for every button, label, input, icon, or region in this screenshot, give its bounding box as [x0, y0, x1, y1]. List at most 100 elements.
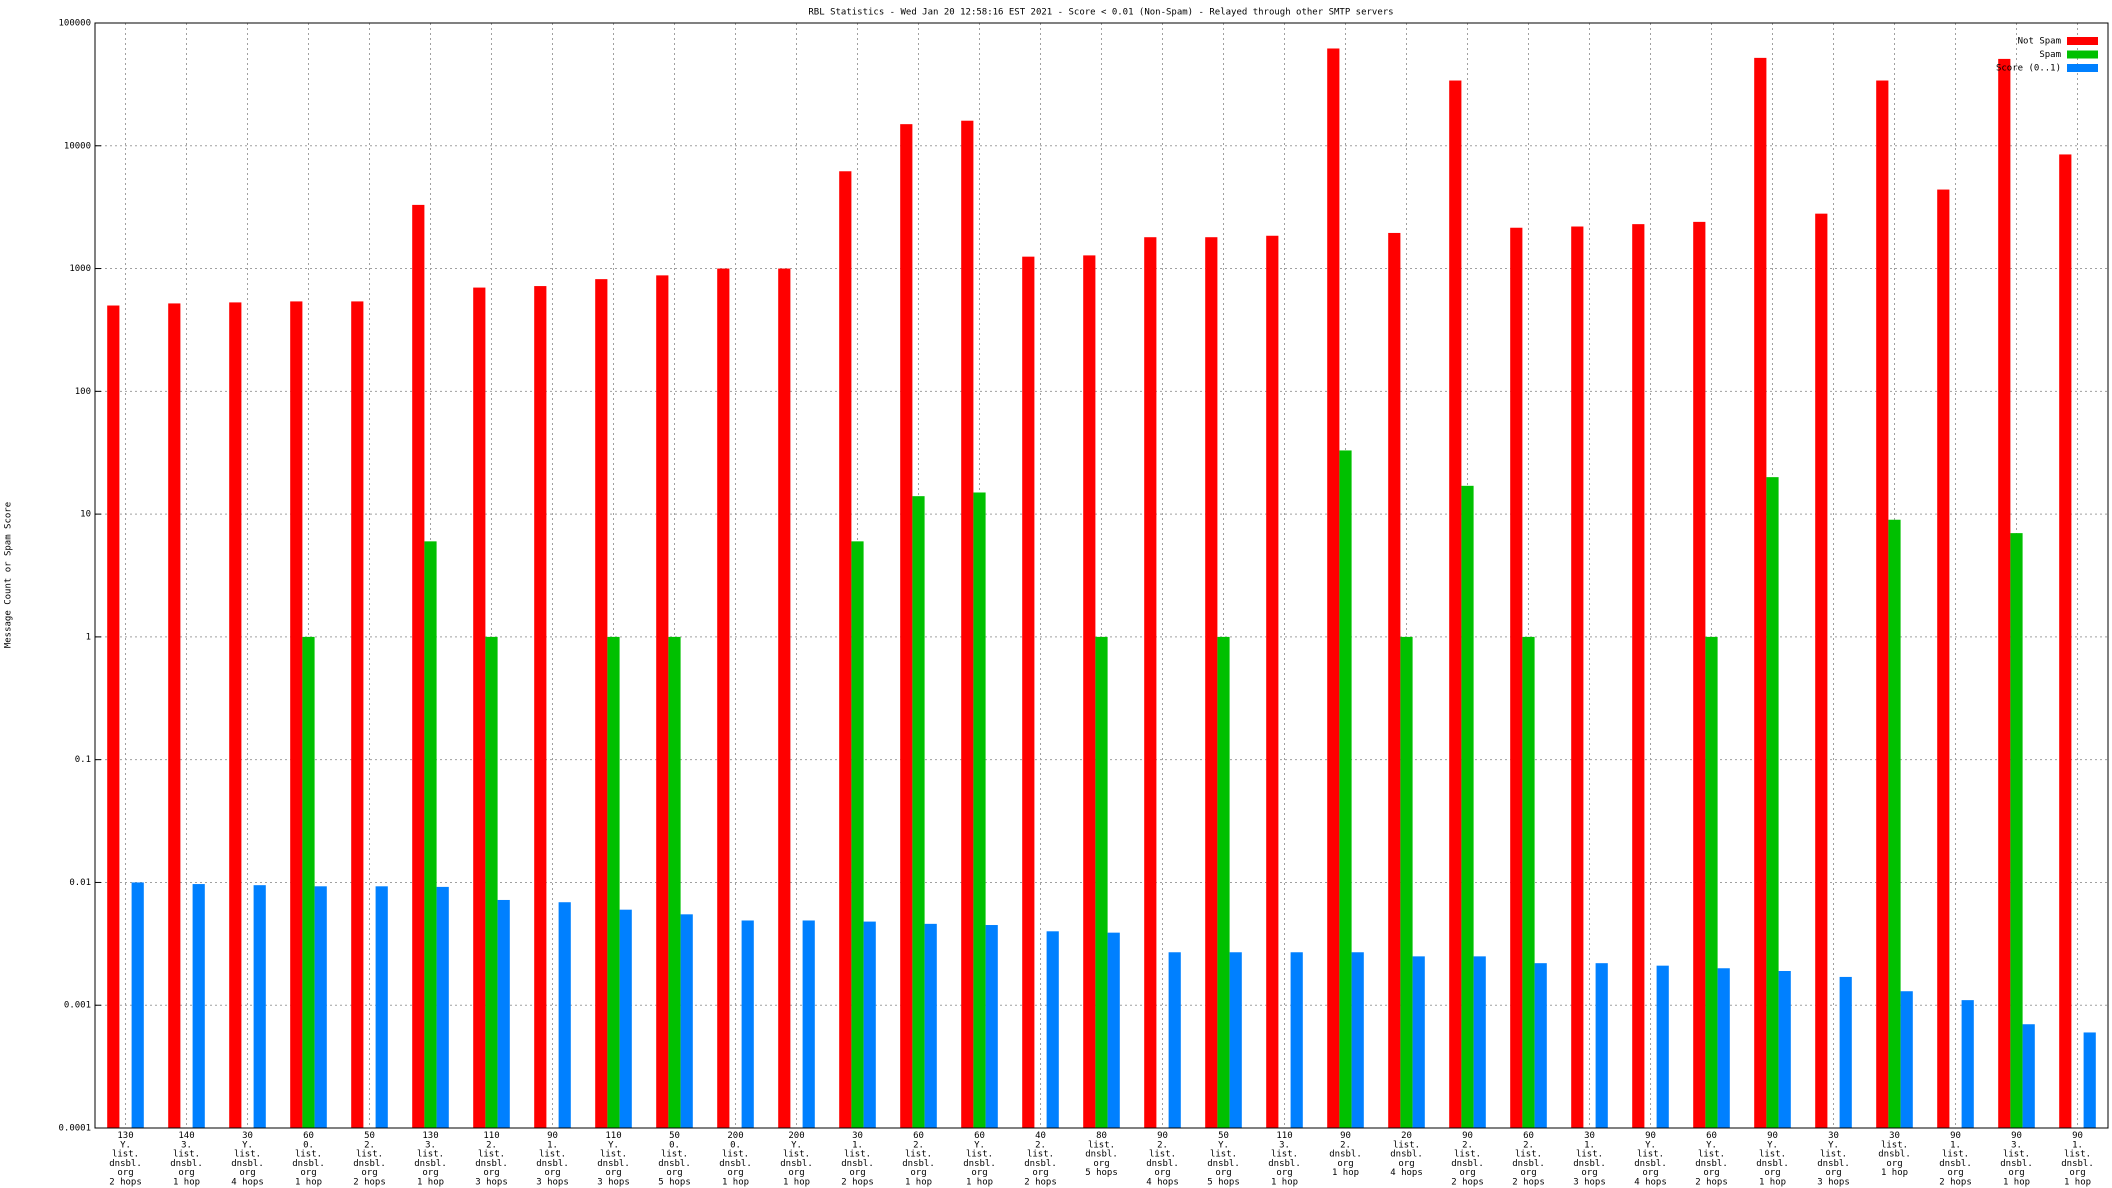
- bar: [802, 920, 815, 1128]
- bar: [1766, 477, 1779, 1128]
- y-tick-label: 100000: [58, 19, 91, 29]
- x-tick-label: 30 Y. list. dnsbl. org 4 hops: [231, 1131, 264, 1188]
- bar: [1656, 965, 1669, 1128]
- x-tick-label: 40 2. list. dnsbl. org 2 hops: [1024, 1131, 1057, 1188]
- bar: [1205, 237, 1218, 1129]
- bar: [1095, 636, 1108, 1128]
- bar: [2083, 1032, 2096, 1128]
- bar: [680, 914, 693, 1128]
- x-tick-label: 110 Y. list. dnsbl. org 3 hops: [597, 1131, 630, 1188]
- x-tick-label: 90 1. list. dnsbl. org 1 hop: [2061, 1131, 2094, 1188]
- x-tick-label: 60 2. list. dnsbl. org 1 hop: [902, 1131, 935, 1188]
- legend-swatch: [2067, 37, 2098, 45]
- x-tick-label: 50 0. list. dnsbl. org 5 hops: [658, 1131, 691, 1188]
- y-tick-label: 10000: [64, 141, 91, 151]
- bar: [534, 286, 547, 1128]
- x-tick-label: 30 list. dnsbl. org 1 hop: [1878, 1131, 1911, 1178]
- bar: [1839, 976, 1852, 1128]
- bar: [717, 268, 730, 1128]
- bar: [656, 275, 669, 1129]
- bar: [607, 636, 620, 1128]
- x-tick-label: 90 2. list. dnsbl. org 2 hops: [1451, 1131, 1484, 1188]
- x-tick-label: 30 Y. list. dnsbl. org 3 hops: [1817, 1131, 1850, 1188]
- bar: [741, 920, 754, 1128]
- y-tick-label: 0.001: [64, 1001, 91, 1011]
- bar: [1229, 952, 1242, 1128]
- x-tick-label: 50 2. list. dnsbl. org 2 hops: [353, 1131, 386, 1188]
- x-tick-label: 60 2. list. dnsbl. org 2 hops: [1512, 1131, 1545, 1188]
- x-tick-label: 110 2. list. dnsbl. org 3 hops: [475, 1131, 508, 1188]
- bar: [1351, 952, 1364, 1128]
- bar: [1461, 485, 1474, 1128]
- y-tick-label: 0.0001: [58, 1124, 91, 1134]
- bar: [985, 925, 998, 1128]
- bar: [1473, 956, 1486, 1128]
- y-tick-label: 1000: [69, 264, 91, 274]
- bar: [924, 923, 937, 1128]
- bar: [229, 302, 242, 1129]
- x-tick-label: 200 0. list. dnsbl. org 1 hop: [719, 1131, 752, 1188]
- bar: [497, 899, 510, 1128]
- bar: [192, 884, 205, 1128]
- bar: [290, 301, 303, 1129]
- bar: [1534, 963, 1547, 1128]
- bar: [2022, 1024, 2035, 1128]
- bar: [1510, 227, 1523, 1128]
- bar: [1339, 450, 1352, 1129]
- x-tick-label: 130 3. list. dnsbl. org 1 hop: [414, 1131, 447, 1188]
- bar: [668, 636, 681, 1128]
- x-tick-label: 90 2. list. dnsbl. org 4 hops: [1146, 1131, 1179, 1188]
- bar: [839, 171, 852, 1129]
- bar: [1876, 80, 1889, 1129]
- y-tick-label: 1: [86, 632, 91, 642]
- bar: [912, 496, 925, 1129]
- x-tick-label: 80 list. dnsbl. org 5 hops: [1085, 1131, 1118, 1178]
- bar: [1900, 991, 1913, 1128]
- y-tick-label: 0.01: [69, 878, 91, 888]
- x-tick-label: 90 1. list. dnsbl. org 3 hops: [536, 1131, 569, 1188]
- bar: [1595, 963, 1608, 1128]
- y-tick-label: 0.1: [75, 755, 91, 765]
- bar: [1083, 255, 1096, 1128]
- bar: [351, 301, 364, 1129]
- bar: [1217, 636, 1230, 1128]
- x-tick-label: 30 1. list. dnsbl. org 2 hops: [841, 1131, 874, 1188]
- bar: [1266, 235, 1279, 1128]
- bar: [863, 921, 876, 1128]
- y-tick-label: 100: [75, 387, 91, 397]
- x-tick-label: 90 3. list. dnsbl. org 1 hop: [2000, 1131, 2033, 1188]
- y-tick-label: 10: [80, 510, 91, 520]
- legend-label: Spam: [2039, 50, 2061, 60]
- bar: [851, 541, 864, 1128]
- bar: [1961, 1000, 1974, 1128]
- x-tick-label: 90 Y. list. dnsbl. org 1 hop: [1756, 1131, 1789, 1188]
- bar: [1168, 952, 1181, 1128]
- bar: [375, 886, 388, 1128]
- bar: [412, 204, 425, 1129]
- bar: [1400, 636, 1413, 1128]
- bar: [558, 902, 571, 1128]
- bar: [302, 636, 315, 1128]
- bar: [1693, 221, 1706, 1128]
- bar: [1778, 970, 1791, 1128]
- bar: [1522, 636, 1535, 1128]
- plot-frame: [94, 22, 2109, 1129]
- bar: [107, 305, 120, 1128]
- bar: [1144, 237, 1157, 1129]
- x-tick-label: 50 Y. list. dnsbl. org 5 hops: [1207, 1131, 1240, 1188]
- y-axis-label: Message Count or Spam Score: [4, 502, 14, 648]
- x-tick-label: 20 list. dnsbl. org 4 hops: [1390, 1131, 1423, 1178]
- x-tick-label: 200 Y. list. dnsbl. org 1 hop: [780, 1131, 813, 1188]
- bar: [1388, 232, 1401, 1129]
- bar: [973, 492, 986, 1128]
- bar: [619, 909, 632, 1128]
- bar: [2010, 533, 2023, 1128]
- bar: [1937, 189, 1950, 1129]
- x-tick-label: 60 0. list. dnsbl. org 1 hop: [292, 1131, 325, 1188]
- bar: [1717, 968, 1730, 1128]
- legend-swatch: [2067, 64, 2098, 72]
- chart-title: RBL Statistics - Wed Jan 20 12:58:16 EST…: [808, 8, 1393, 18]
- bar: [1449, 80, 1462, 1129]
- bar: [131, 882, 144, 1128]
